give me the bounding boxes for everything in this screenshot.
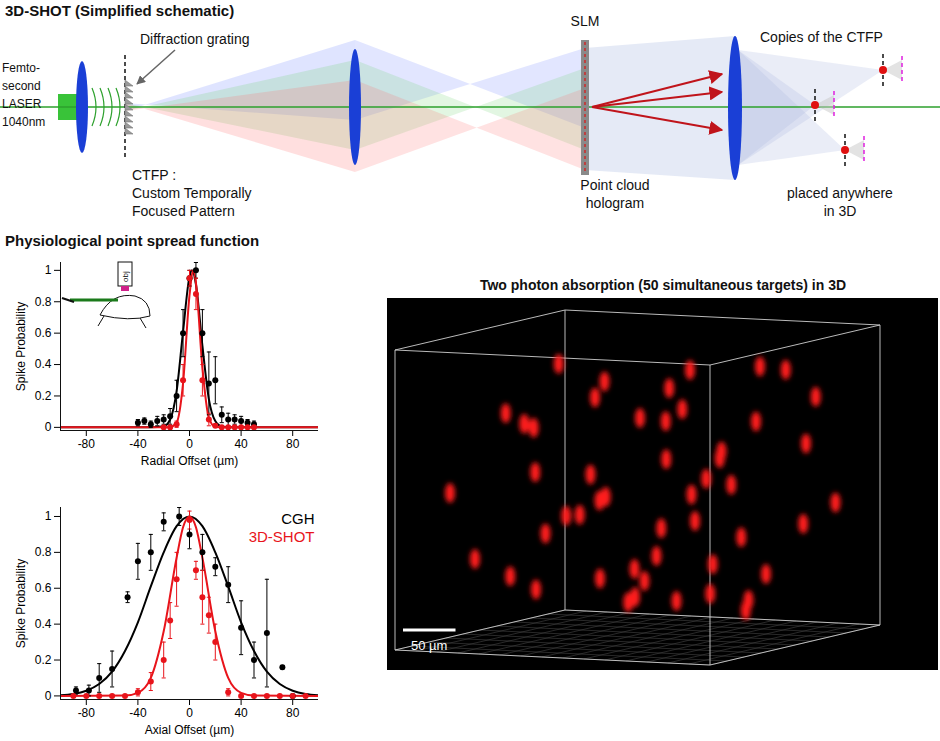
svg-text:0.6: 0.6 xyxy=(35,326,52,340)
svg-text:0: 0 xyxy=(45,689,52,703)
svg-text:Axial Offset (µm): Axial Offset (µm) xyxy=(145,723,234,737)
svg-text:Spike Probability: Spike Probability xyxy=(14,302,28,391)
svg-text:Two photon absorption (50 simu: Two photon absorption (50 simultaneous t… xyxy=(480,277,846,293)
svg-text:LASER: LASER xyxy=(2,97,42,111)
svg-text:0.2: 0.2 xyxy=(35,389,52,403)
svg-text:Spike Probability: Spike Probability xyxy=(14,559,28,648)
svg-text:3D-SHOT (Simplified schematic): 3D-SHOT (Simplified schematic) xyxy=(5,2,234,19)
svg-text:second: second xyxy=(2,79,41,93)
svg-text:Diffraction grating: Diffraction grating xyxy=(140,31,249,47)
svg-text:obj: obj xyxy=(121,271,130,282)
svg-text:Point cloud: Point cloud xyxy=(580,177,649,193)
svg-text:3D-SHOT: 3D-SHOT xyxy=(249,528,315,545)
svg-text:Physiological point spread fun: Physiological point spread function xyxy=(5,232,259,249)
svg-text:SLM: SLM xyxy=(571,13,600,29)
svg-text:-40: -40 xyxy=(129,706,147,720)
svg-text:-80: -80 xyxy=(78,706,96,720)
svg-text:-80: -80 xyxy=(78,437,96,451)
svg-text:1: 1 xyxy=(45,263,52,277)
svg-text:80: 80 xyxy=(286,706,300,720)
svg-text:1: 1 xyxy=(45,509,52,523)
svg-text:-40: -40 xyxy=(129,437,147,451)
svg-text:Femto-: Femto- xyxy=(2,61,40,75)
svg-text:CTFP :: CTFP : xyxy=(132,167,176,183)
svg-text:Copies of the CTFP: Copies of the CTFP xyxy=(760,29,883,45)
svg-text:0.4: 0.4 xyxy=(35,617,52,631)
svg-text:50 µm: 50 µm xyxy=(411,638,447,653)
svg-text:placed anywhere: placed anywhere xyxy=(787,185,893,201)
svg-text:0.2: 0.2 xyxy=(35,653,52,667)
svg-text:Radial Offset (µm): Radial Offset (µm) xyxy=(141,454,238,468)
svg-text:hologram: hologram xyxy=(586,195,644,211)
svg-text:1040nm: 1040nm xyxy=(2,115,45,129)
svg-text:0.4: 0.4 xyxy=(35,357,52,371)
svg-text:0.8: 0.8 xyxy=(35,545,52,559)
svg-text:40: 40 xyxy=(234,706,248,720)
svg-text:0.6: 0.6 xyxy=(35,581,52,595)
svg-text:0.8: 0.8 xyxy=(35,295,52,309)
svg-text:in 3D: in 3D xyxy=(824,203,857,219)
svg-text:0: 0 xyxy=(186,706,193,720)
svg-text:0: 0 xyxy=(186,437,193,451)
svg-text:Focused Pattern: Focused Pattern xyxy=(132,203,235,219)
svg-text:0: 0 xyxy=(45,420,52,434)
svg-text:Custom Temporally: Custom Temporally xyxy=(132,185,252,201)
svg-text:80: 80 xyxy=(286,437,300,451)
svg-text:CGH: CGH xyxy=(281,510,314,527)
svg-text:40: 40 xyxy=(234,437,248,451)
